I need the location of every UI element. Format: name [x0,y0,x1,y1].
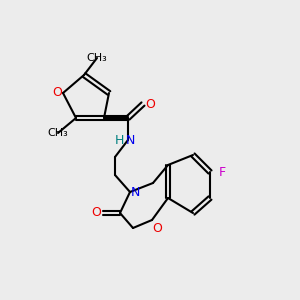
Text: N: N [130,185,140,199]
Text: O: O [152,223,162,236]
Text: CH₃: CH₃ [87,53,107,63]
Text: O: O [52,86,62,100]
Text: F: F [218,166,226,178]
Text: H: H [114,134,124,148]
Text: O: O [91,206,101,220]
Text: CH₃: CH₃ [48,128,68,138]
Text: N: N [125,134,135,148]
Text: O: O [145,98,155,110]
